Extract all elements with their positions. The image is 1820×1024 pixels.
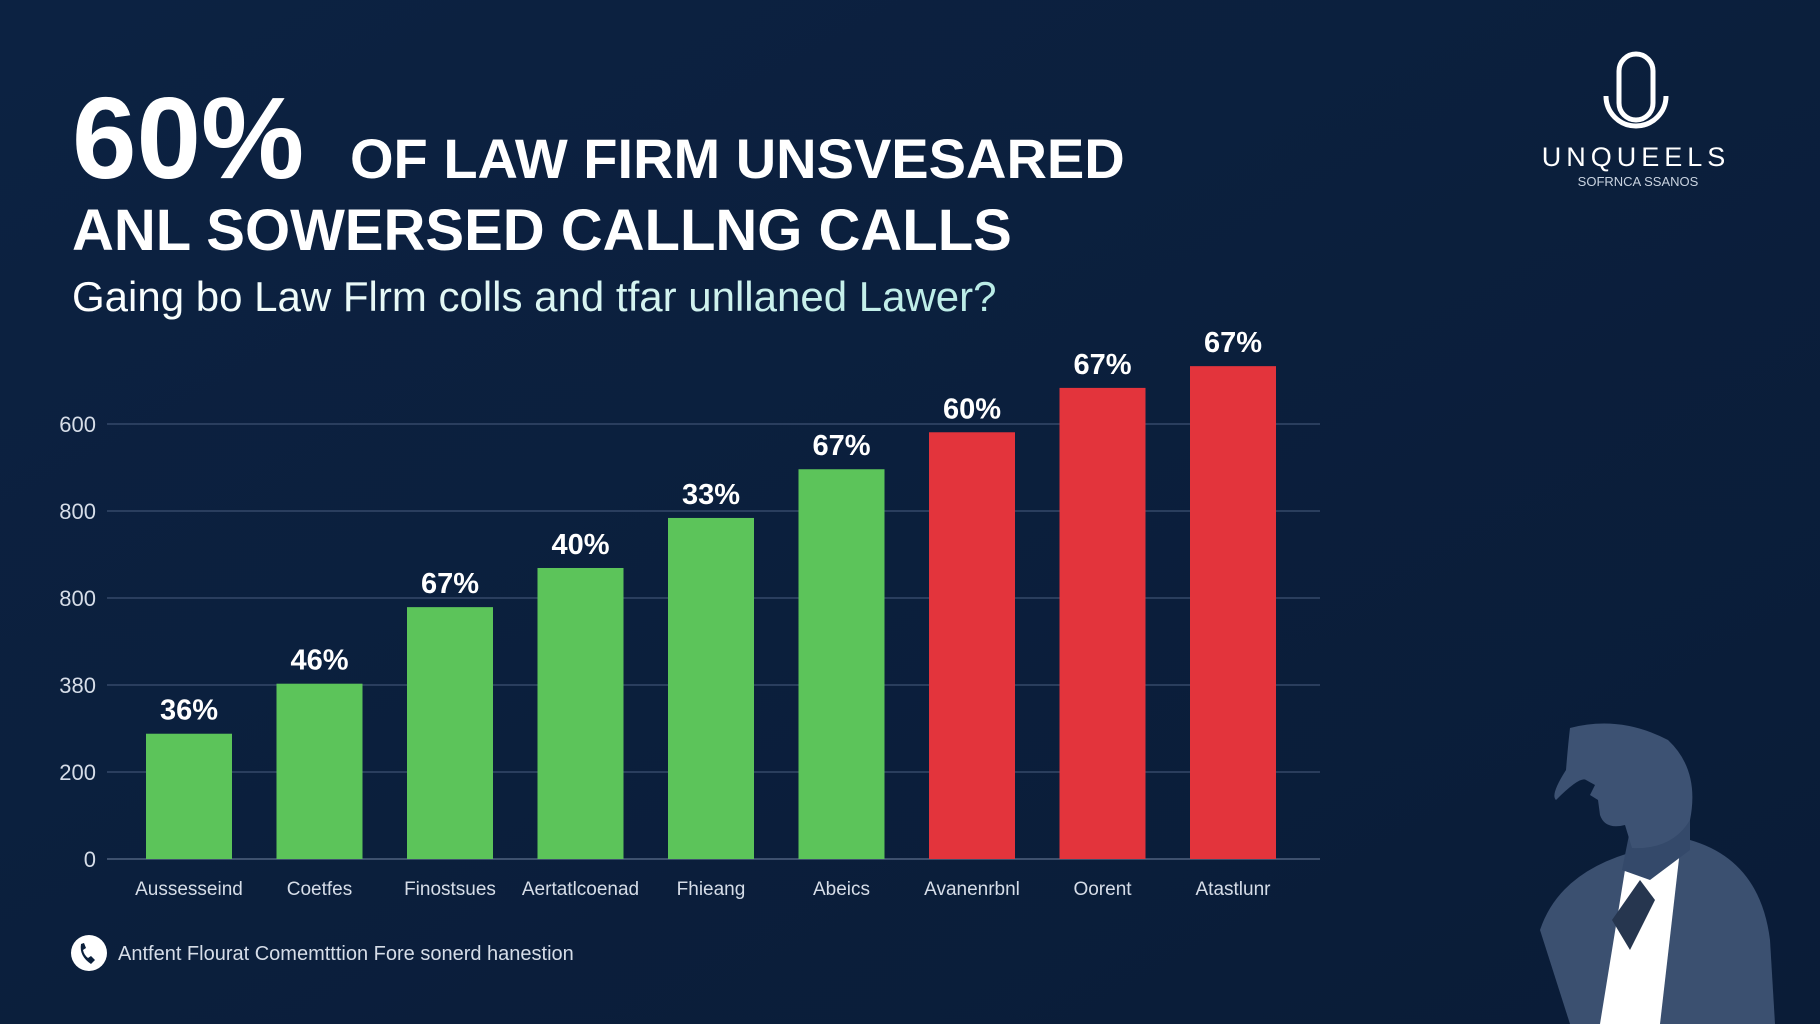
bar xyxy=(929,432,1015,859)
chart-subtitle: Gaing bo Law Flrm colls and tfar unllane… xyxy=(72,273,997,320)
bar-label: 67% xyxy=(1073,349,1131,381)
phone-glyph xyxy=(80,943,95,964)
mic-icon-stand xyxy=(1603,95,1669,129)
x-tick-label: Atastlunr xyxy=(1196,879,1272,900)
x-tick-label: Coetfes xyxy=(287,879,352,900)
x-tick-label: Fhieang xyxy=(677,879,746,900)
shirt xyxy=(1600,850,1680,1024)
bar xyxy=(1059,387,1146,859)
x-tick-label: Avanenrbnl xyxy=(924,879,1020,900)
brand-logo: UNQUEELS SOFRNCA SSANOS xyxy=(1542,51,1731,189)
chart-title: OF LAW FIRM UNSVESARED xyxy=(350,127,1125,190)
x-tick-label: Aussesseind xyxy=(135,879,243,900)
bar-label: 36% xyxy=(160,695,218,727)
bar-label: 33% xyxy=(682,479,740,511)
bar-label: 60% xyxy=(943,393,1001,425)
bar xyxy=(146,733,232,859)
bar-label: 67% xyxy=(1204,327,1262,359)
x-tick-label: Abeics xyxy=(813,879,870,900)
title-lead: 60% xyxy=(72,73,304,203)
bar-label: 67% xyxy=(812,430,870,462)
brand-name: UNQUEELS xyxy=(1542,142,1731,172)
chart-title-line2: ANL SOWERSED CALLNG CALLS xyxy=(72,198,1012,263)
mic-icon xyxy=(1616,51,1656,123)
bar xyxy=(668,517,754,859)
bar-label: 67% xyxy=(421,568,479,600)
y-tick-label: 800 xyxy=(59,586,96,611)
phone-icon xyxy=(71,935,107,971)
bar xyxy=(407,607,493,859)
bar-label: 40% xyxy=(551,529,609,561)
tie xyxy=(1612,880,1655,950)
y-tick-label: 380 xyxy=(59,673,96,698)
brand-tagline: SOFRNCA SSANOS xyxy=(1578,174,1699,189)
y-tick-label: 800 xyxy=(59,499,96,524)
bar xyxy=(798,469,885,859)
footnote: Antfent Flourat Comemtttion Fore sonerd … xyxy=(71,935,574,971)
y-tick-label: 600 xyxy=(59,412,96,437)
bar xyxy=(276,683,363,859)
bar xyxy=(537,567,624,859)
person-head xyxy=(1554,723,1693,849)
y-tick-label: 200 xyxy=(59,760,96,785)
bar-label: 46% xyxy=(290,645,348,677)
person-silhouette xyxy=(1540,723,1775,1024)
x-tick-label: Oorent xyxy=(1073,879,1132,900)
y-tick-label: 0 xyxy=(84,847,96,872)
footnote-text: Antfent Flourat Comemtttion Fore sonerd … xyxy=(118,943,574,965)
x-tick-label: Finostsues xyxy=(404,879,496,900)
x-tick-label: Aertatlcoenad xyxy=(522,879,639,900)
bar xyxy=(1190,366,1276,859)
